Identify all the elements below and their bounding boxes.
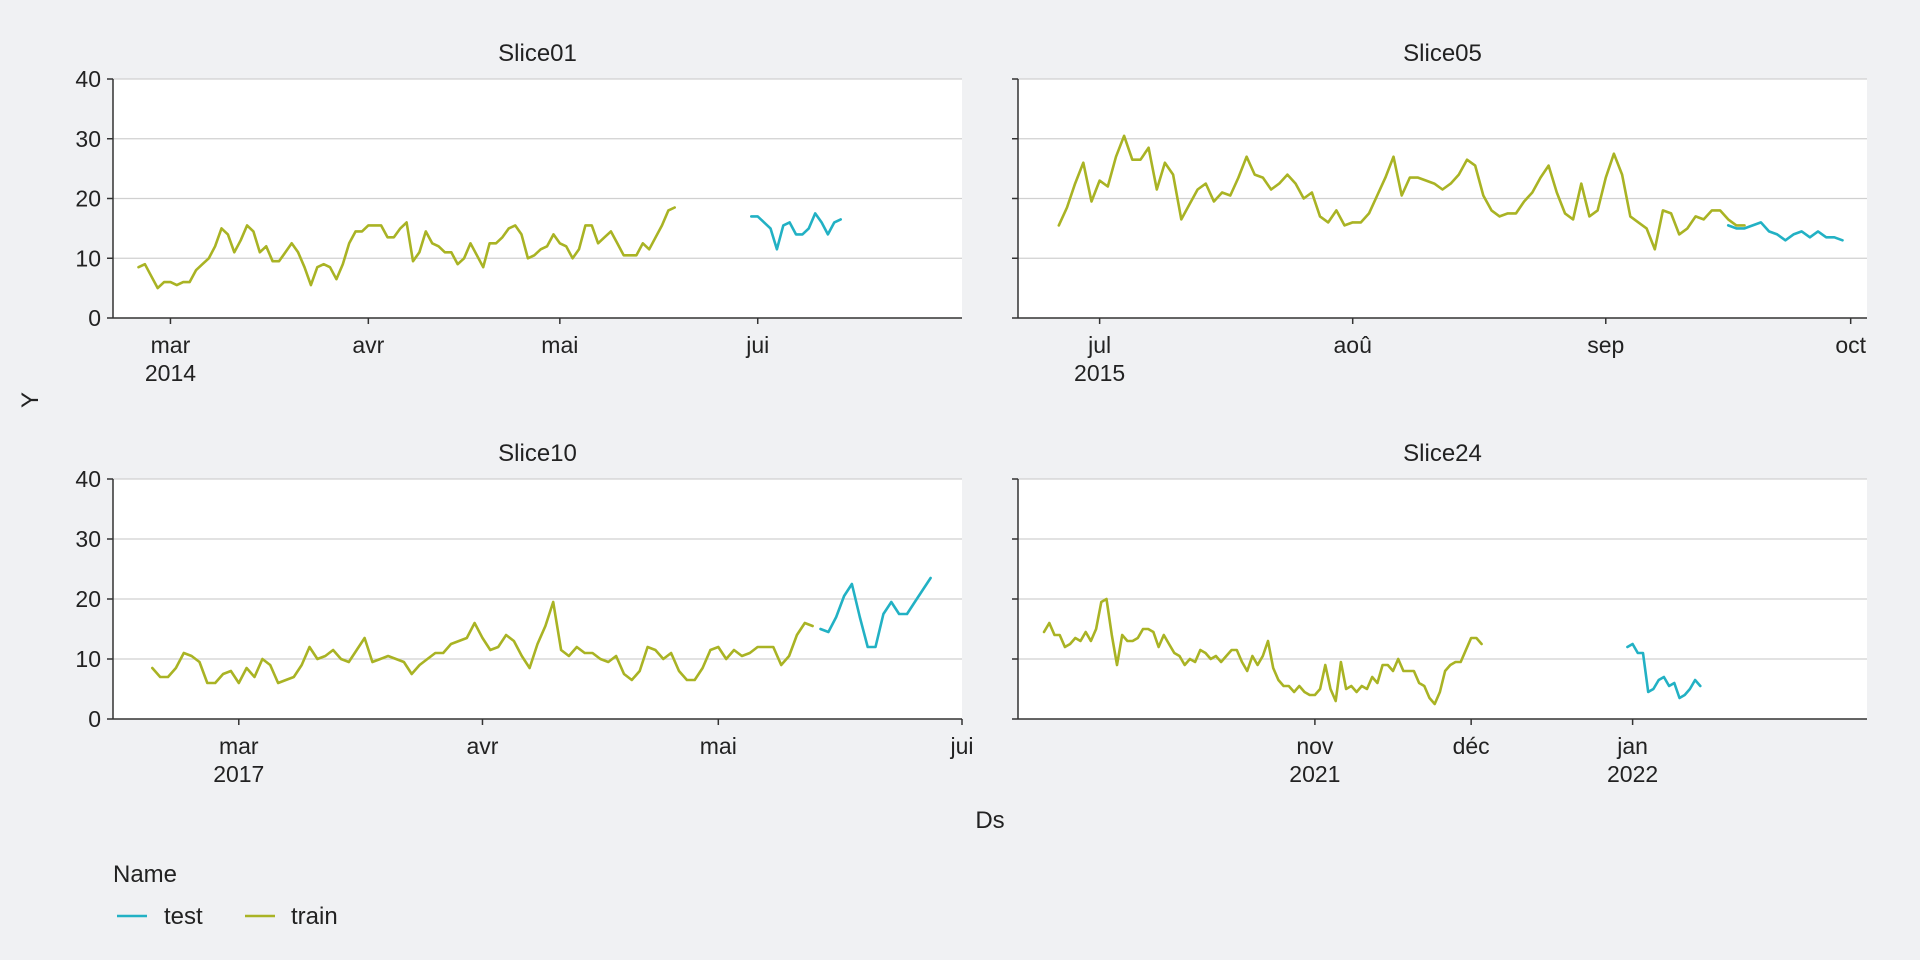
series-line-train [151,600,814,685]
x-tick-label: déc [1453,733,1490,759]
x-tick-label: mai [541,332,578,358]
legend-label-test: test [164,903,203,930]
y-tick-label: 30 [75,126,101,152]
x-tick-year-label: 2022 [1607,761,1658,787]
x-tick-label: jul [1087,332,1111,358]
panel-title: Slice24 [1403,440,1482,467]
series-line-test [749,212,843,251]
x-tick-label: nov [1296,733,1334,759]
legend-item-test: test [117,903,203,930]
x-tick-label: mar [219,733,259,759]
y-tick-label: 0 [88,305,101,331]
x-tick-year-label: 2017 [213,761,264,787]
x-tick-label: oct [1835,332,1866,358]
x-tick-year-label: 2014 [145,360,196,386]
panel-title: Slice10 [498,440,577,467]
x-tick-label: sep [1587,332,1624,358]
y-tick-label: 40 [75,66,101,92]
series-line-test [819,576,932,649]
x-axis-label: Ds [975,807,1004,834]
x-tick-label: jan [1616,733,1648,759]
x-tick-label: jui [949,733,973,759]
panel-title: Slice05 [1403,40,1482,67]
y-tick-label: 10 [75,245,101,271]
y-tick-label: 20 [75,186,101,212]
legend: Name test train [113,861,338,930]
series-line-test [1626,642,1702,700]
y-tick-label: 0 [88,706,101,732]
x-tick-year-label: 2015 [1074,360,1125,386]
x-tick-year-label: 2021 [1289,761,1340,787]
x-tick-label: avr [352,332,384,358]
y-tick-label: 20 [75,586,101,612]
legend-item-train: train [245,903,338,930]
x-tick-label: jui [745,332,769,358]
y-tick-label: 10 [75,646,101,672]
x-tick-label: avr [466,733,498,759]
series-line-train [137,206,677,290]
series-line-test [1726,221,1844,242]
series-line-train [1042,597,1483,706]
series-line-train [1057,134,1746,251]
x-tick-label: mar [151,332,191,358]
legend-title: Name [113,861,177,888]
x-tick-label: aoû [1334,332,1372,358]
legend-label-train: train [291,903,338,930]
y-tick-label: 30 [75,526,101,552]
y-tick-label: 40 [75,466,101,492]
panel-title: Slice01 [498,40,577,67]
y-axis-label: Y [17,392,44,408]
x-tick-label: mai [700,733,737,759]
